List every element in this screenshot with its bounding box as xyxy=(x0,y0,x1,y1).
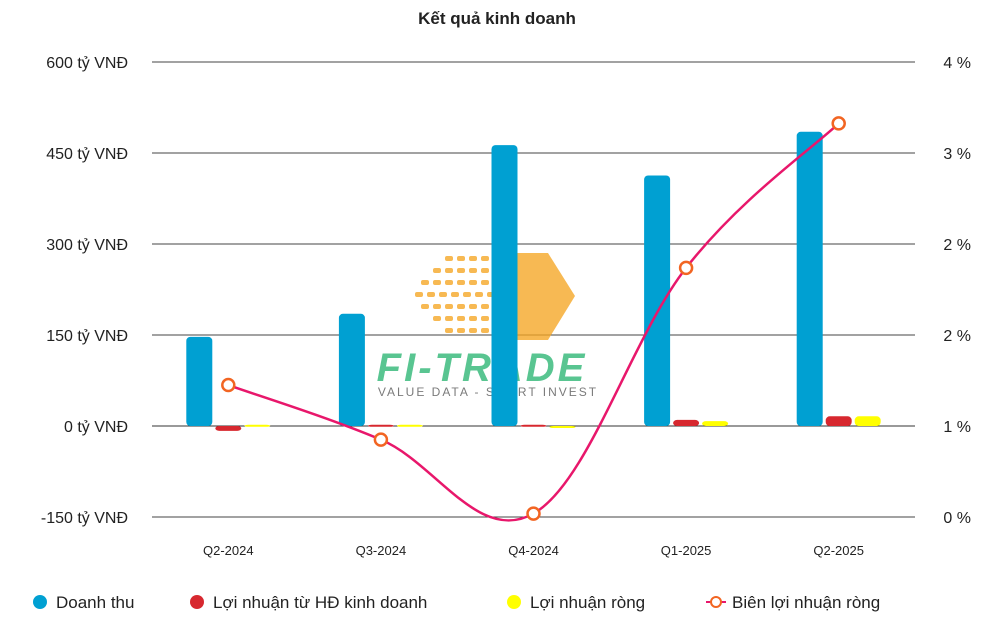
right-tick-label: 4 % xyxy=(943,55,971,72)
right-tick-label: 2 % xyxy=(943,328,971,345)
right-tick-label: 2 % xyxy=(943,237,971,254)
axis-labels: 600 tỷ VNĐ 4 % 450 tỷ VNĐ 3 % 300 tỷ VNĐ 2 % 1… xyxy=(41,55,971,558)
margin-point xyxy=(373,432,389,447)
legend-label: Lợi nhuận từ HĐ kinh doanh xyxy=(213,593,427,612)
legend-marker xyxy=(33,595,47,609)
x-tick-label: Q2-2025 xyxy=(813,543,864,558)
legend-marker xyxy=(190,595,204,609)
bar xyxy=(491,145,518,426)
bar xyxy=(549,426,576,428)
left-tick-label: 300 tỷ VNĐ xyxy=(46,237,128,254)
bar xyxy=(215,426,242,431)
x-tick-label: Q3-2024 xyxy=(356,543,407,558)
margin-point xyxy=(678,260,694,276)
margin-line-path xyxy=(227,122,840,522)
legend-label: Doanh thu xyxy=(56,593,134,612)
legend-marker xyxy=(710,596,722,608)
watermark-arrow-icon xyxy=(415,253,575,340)
margin-point xyxy=(221,377,236,393)
watermark-logo: FI-TRADE VALUE DATA - SMART INVEST xyxy=(377,253,598,399)
bar xyxy=(520,424,547,427)
bar xyxy=(702,421,729,426)
bar xyxy=(825,416,852,426)
left-tick-label: 600 tỷ VNĐ xyxy=(46,55,128,72)
bars xyxy=(186,131,881,431)
margin-point xyxy=(526,506,541,521)
legend-label: Lợi nhuận ròng xyxy=(530,593,645,612)
bar xyxy=(796,131,823,426)
margin-line xyxy=(221,116,846,522)
left-tick-label: 0 tỷ VNĐ xyxy=(64,419,128,436)
x-tick-label: Q2-2024 xyxy=(203,543,254,558)
bar xyxy=(396,424,423,427)
legend-marker xyxy=(507,595,521,609)
bar xyxy=(854,416,881,426)
watermark-tagline: VALUE DATA - SMART INVEST xyxy=(378,385,598,399)
left-tick-label: -150 tỷ VNĐ xyxy=(41,510,128,527)
chart-title: Kết quả kinh doanh xyxy=(418,9,576,28)
x-tick-label: Q1-2025 xyxy=(661,543,712,558)
bar xyxy=(673,419,700,426)
legend-label: Biên lợi nhuận ròng xyxy=(732,593,880,612)
legend: Doanh thu Lợi nhuận từ HĐ kinh doanh Lợi n… xyxy=(33,593,880,612)
bar xyxy=(244,424,271,427)
x-tick-label: Q4-2024 xyxy=(508,543,559,558)
bar xyxy=(338,313,365,426)
watermark-brand: FI-TRADE xyxy=(377,346,588,390)
right-tick-label: 3 % xyxy=(943,146,971,163)
bar xyxy=(186,336,213,426)
left-tick-label: 150 tỷ VNĐ xyxy=(46,328,128,345)
left-tick-label: 450 tỷ VNĐ xyxy=(46,146,128,163)
right-tick-label: 0 % xyxy=(943,510,971,527)
margin-point xyxy=(831,116,846,131)
bar xyxy=(644,175,671,426)
right-tick-label: 1 % xyxy=(943,419,971,436)
bar xyxy=(367,424,394,427)
